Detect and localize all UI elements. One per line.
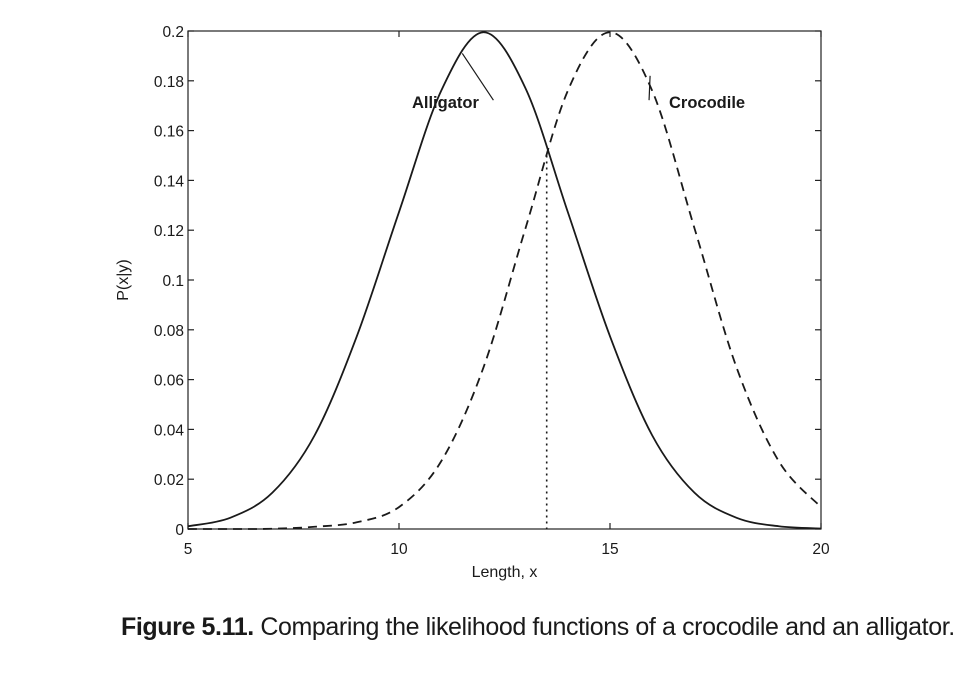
y-tick-label: 0.1 (162, 273, 184, 290)
y-tick-label: 0.12 (154, 223, 184, 240)
y-tick-label: 0.08 (154, 323, 184, 340)
figure-number: Figure 5.11. (121, 613, 254, 641)
labels: Length, x P(x|y) Alligator Crocodile (115, 94, 745, 581)
y-tick-label: 0.06 (154, 373, 184, 390)
x-tick-label: 10 (390, 541, 408, 558)
crocodile-annotation: Crocodile (669, 94, 745, 112)
x-axis-label: Length, x (472, 564, 538, 581)
likelihood-chart: 0 0.02 0.04 0.06 0.08 0.1 0.12 0.14 0.16 0.18 0.2 5… (115, 24, 830, 581)
alligator-leader (461, 53, 494, 101)
x-tick-label: 20 (812, 541, 830, 558)
y-tick-label: 0.14 (154, 173, 185, 190)
y-axis-label: P(x|y) (115, 259, 132, 300)
x-tick-label: 15 (601, 541, 618, 558)
y-tick-label: 0 (175, 522, 184, 539)
crocodile-leader (648, 75, 651, 101)
y-tick-label: 0.04 (154, 422, 185, 439)
caption-text: Comparing the likelihood functions of a … (260, 613, 955, 641)
alligator-curve (187, 31, 822, 530)
figure-caption: Figure 5.11. Comparing the likelihood fu… (121, 613, 955, 642)
curves (187, 31, 822, 530)
y-tick-label: 0.02 (154, 472, 184, 489)
alligator-annotation: Alligator (412, 94, 479, 112)
crocodile-curve (187, 31, 822, 530)
axes: 0 0.02 0.04 0.06 0.08 0.1 0.12 0.14 0.16 0.18 0.2 5… (154, 24, 830, 558)
y-tick-label: 0.2 (162, 24, 184, 41)
y-tick-label: 0.16 (154, 124, 184, 141)
x-tick-label: 5 (184, 541, 193, 558)
y-tick-label: 0.18 (154, 74, 184, 91)
